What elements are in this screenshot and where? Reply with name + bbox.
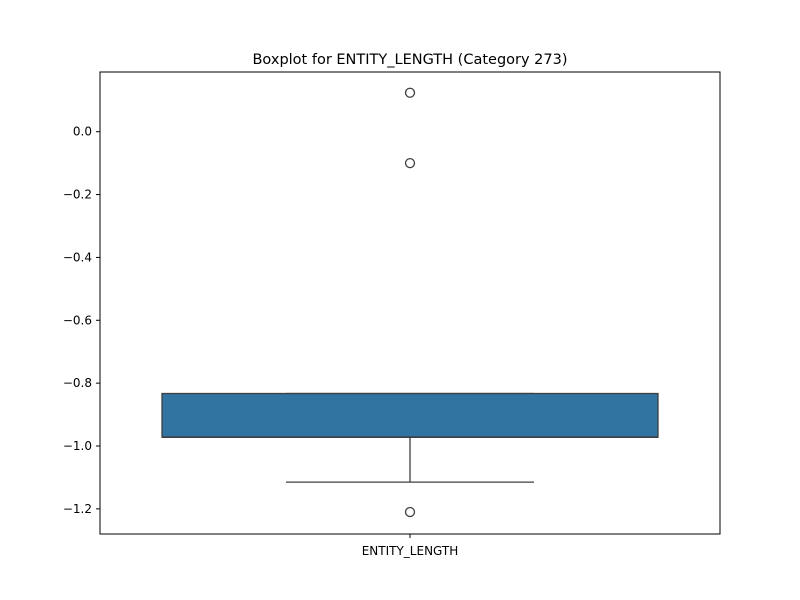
iqr-box	[161, 392, 659, 438]
y-tick-label: −0.2	[63, 188, 92, 202]
outlier-point	[404, 87, 416, 98]
box-marks	[161, 87, 659, 518]
outlier-point	[404, 157, 416, 169]
y-tick-label: 0.0	[73, 125, 92, 139]
y-tick-label: −0.6	[63, 313, 92, 327]
y-tick-label: −1.2	[63, 502, 92, 516]
x-axis: ENTITY_LENGTH	[362, 534, 459, 558]
outlier-point	[404, 506, 416, 518]
x-tick-label: ENTITY_LENGTH	[362, 544, 459, 558]
y-axis: 0.0 −0.2 −0.4 −0.6 −0.8 −1.0 −1.2	[63, 125, 100, 516]
y-tick-label: −0.8	[63, 376, 92, 390]
y-tick-label: −1.0	[63, 439, 92, 453]
y-tick-label: −0.4	[63, 250, 92, 264]
chart-title: Boxplot for ENTITY_LENGTH (Category 273)	[252, 52, 567, 68]
